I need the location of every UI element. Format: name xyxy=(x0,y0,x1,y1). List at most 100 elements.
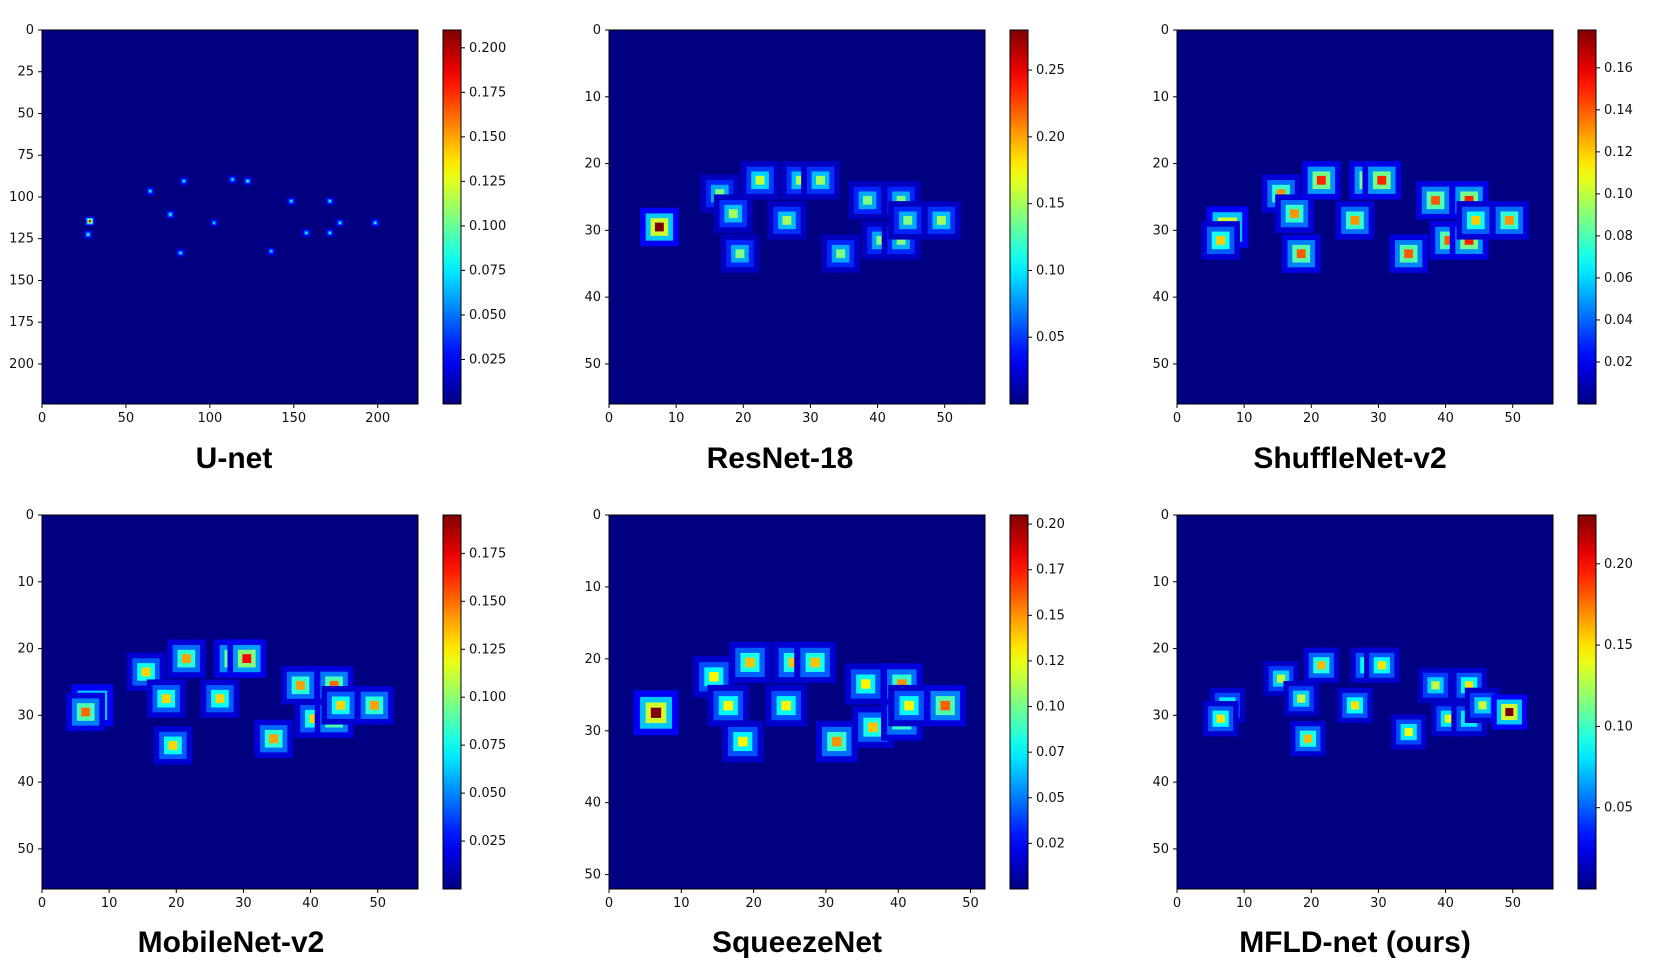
colorbar-tick-label: 0.20 xyxy=(1604,557,1633,572)
y-tick-label: 30 xyxy=(1152,708,1169,723)
x-tick-label: 10 xyxy=(673,896,690,911)
heatmap-blob-4-ring-4 xyxy=(161,694,171,704)
y-tick-label: 20 xyxy=(17,642,34,657)
heatmap-panel-5: 0 10 20 30 40 50 0 10 20 30 40 50 0.02 0.05 0.07 0.10 0.… xyxy=(584,508,1065,959)
heatmap-blob-1-ring-4 xyxy=(88,220,91,223)
y-tick-label: 150 xyxy=(9,273,34,288)
heatmap-blob-11-ring-4 xyxy=(296,680,305,690)
colorbar-tick-label: 0.15 xyxy=(1036,608,1065,623)
colorbar-tick-label: 0.07 xyxy=(1036,745,1065,760)
heatmap-blob-4-ring-4 xyxy=(737,736,748,747)
x-tick-label: 40 xyxy=(890,896,907,911)
heatmap-blob-7-ring-4 xyxy=(788,657,799,668)
x-tick-label: 0 xyxy=(605,896,613,911)
y-tick-label: 10 xyxy=(584,580,601,595)
heatmap-blob-6-ring-4 xyxy=(1317,661,1326,670)
colorbar-tick-label: 0.12 xyxy=(1604,145,1633,160)
heatmap-blob-15-ring-4 xyxy=(1478,701,1487,710)
heatmap-blob-11-ring-4 xyxy=(1431,681,1440,690)
heatmap-blob-14-ring-4 xyxy=(903,215,913,225)
heatmap-blob-3-ring-4 xyxy=(723,700,734,711)
colorbar-tick-label: 0.05 xyxy=(1604,801,1633,816)
x-tick-label: 30 xyxy=(235,896,252,911)
heatmap-blob-12-ring-4 xyxy=(897,679,907,689)
heatmap-blob-11-ring-4 xyxy=(868,722,878,732)
x-tick-label: 50 xyxy=(118,411,135,426)
y-tick-label: 20 xyxy=(1152,642,1169,657)
heatmap-blob-9-ring-4 xyxy=(1377,661,1386,670)
heatmap-blob-3-ring-4 xyxy=(149,190,152,193)
heatmap-blob-5-ring-4 xyxy=(1303,734,1312,743)
colorbar xyxy=(1577,514,1597,890)
y-tick-label: 0 xyxy=(1161,23,1169,38)
x-tick-label: 30 xyxy=(818,896,835,911)
y-tick-label: 50 xyxy=(1152,842,1169,857)
heatmap-blob-2-ring-4 xyxy=(1216,235,1226,245)
heatmap-panel-2: 0 10 20 30 40 50 0 10 20 30 40 50 0.05 0.10 0.15 0.20 0.… xyxy=(584,23,1065,475)
y-tick-label: 0 xyxy=(26,23,34,38)
heatmap-blob-5-ring-4 xyxy=(755,175,765,185)
heatmap-panel-4: 0 10 20 30 40 50 0 10 20 30 40 50 0.025 0.050 0.075 0.1… xyxy=(17,508,506,959)
x-tick-label: 40 xyxy=(1437,411,1454,426)
y-tick-label: 0 xyxy=(593,508,601,523)
colorbar-tick-label: 0.025 xyxy=(469,834,506,849)
heatmap-blob-10-ring-4 xyxy=(269,734,279,744)
heatmap-blob-3-ring-4 xyxy=(1276,189,1286,199)
heatmap-blob-8-ring-4 xyxy=(816,175,825,185)
heatmap-blob-1-ring-4 xyxy=(654,222,664,232)
heatmap-blob-5-ring-4 xyxy=(745,657,755,668)
x-tick-label: 50 xyxy=(1504,896,1521,911)
x-tick-label: 40 xyxy=(302,896,319,911)
x-tick-label: 20 xyxy=(1303,411,1320,426)
y-tick-label: 20 xyxy=(584,652,601,667)
plot-frame xyxy=(1176,514,1554,890)
x-tick-label: 10 xyxy=(1236,411,1253,426)
x-tick-label: 10 xyxy=(101,896,118,911)
heatmap-blob-12-ring-4 xyxy=(1444,714,1453,723)
x-tick-label: 0 xyxy=(1173,896,1181,911)
y-tick-label: 30 xyxy=(584,223,601,238)
heatmap-blob-13-ring-4 xyxy=(1464,195,1474,205)
colorbar-tick-label: 0.150 xyxy=(469,130,506,145)
colorbar xyxy=(442,514,462,890)
heatmap-blob-16-ring-4 xyxy=(1504,215,1514,225)
heatmap-blob-5-ring-4 xyxy=(1296,249,1306,259)
colorbar-tick-label: 0.050 xyxy=(469,786,506,801)
plot-frame xyxy=(41,514,419,890)
colorbar-tick-label: 0.10 xyxy=(1604,719,1633,734)
x-tick-label: 20 xyxy=(1303,896,1320,911)
y-tick-label: 50 xyxy=(17,842,34,857)
heatmap-panel-6: 0 10 20 30 40 50 0 10 20 30 40 50 0.05 0.10 0.15 0.20 MF… xyxy=(1152,508,1633,959)
panel-title: ResNet-18 xyxy=(707,442,854,475)
heatmap-blob-14-ring-4 xyxy=(904,700,914,711)
y-tick-label: 0 xyxy=(593,23,601,38)
colorbar-tick-label: 0.16 xyxy=(1604,61,1633,76)
x-tick-label: 30 xyxy=(1370,411,1387,426)
colorbar-tick-label: 0.025 xyxy=(469,352,506,367)
colorbar-tick-label: 0.150 xyxy=(469,594,506,609)
heatmap-blob-2-ring-4 xyxy=(1216,714,1225,723)
x-tick-label: 0 xyxy=(38,411,46,426)
x-tick-label: 100 xyxy=(197,411,222,426)
heatmap-blob-16-ring-4 xyxy=(1505,707,1514,717)
panel-title: SqueezeNet xyxy=(712,926,882,959)
colorbar-tick-label: 0.05 xyxy=(1036,330,1065,345)
heatmap-blob-9-ring-4 xyxy=(831,736,842,747)
heatmap-panel-3: 0 10 20 30 40 50 0 10 20 30 40 50 0.02 0.04 0.06 0.08 0.… xyxy=(1152,23,1633,475)
heatmap-blob-3-ring-4 xyxy=(1277,674,1286,683)
y-tick-label: 50 xyxy=(17,106,34,121)
y-tick-label: 40 xyxy=(17,775,34,790)
panel-title: ShuffleNet-v2 xyxy=(1253,442,1446,475)
heatmap-blob-10-ring-4 xyxy=(1404,249,1414,259)
colorbar-tick-label: 0.10 xyxy=(1604,187,1633,202)
heatmap-blob-8-ring-4 xyxy=(810,657,820,668)
heatmap-blob-5-ring-4 xyxy=(168,741,178,750)
heatmap-blob-10-ring-4 xyxy=(860,679,871,689)
y-tick-label: 40 xyxy=(584,796,601,811)
colorbar xyxy=(1009,29,1029,405)
colorbar xyxy=(442,29,462,405)
y-tick-label: 30 xyxy=(584,724,601,739)
x-tick-label: 0 xyxy=(1173,411,1181,426)
heatmap-blob-9-ring-4 xyxy=(1377,175,1387,185)
